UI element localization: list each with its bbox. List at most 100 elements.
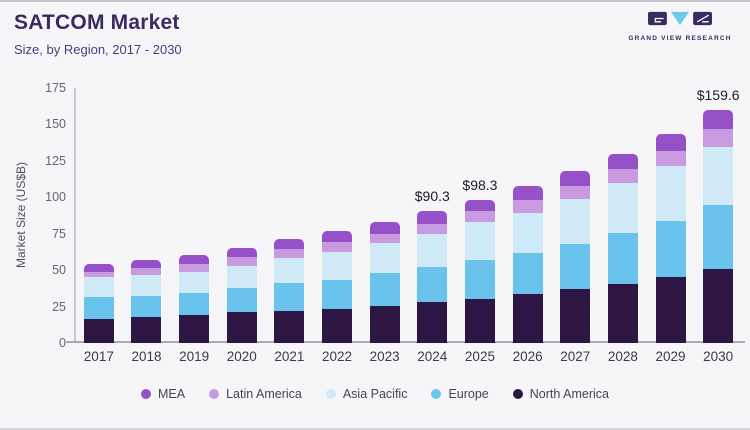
bar-2024-segment-asia-pacific — [417, 234, 448, 268]
bar-2024-segment-north-america — [417, 302, 448, 343]
bar-2030-segment-europe — [703, 205, 734, 270]
legend-item-mea: MEA — [141, 387, 185, 401]
legend-item-europe: Europe — [431, 387, 489, 401]
bar-2023-segment-mea — [369, 222, 400, 234]
bar-2029-segment-mea — [655, 133, 686, 151]
bottom-border — [0, 428, 750, 430]
bar-group-2017 — [75, 88, 123, 343]
bar-2020-segment-latin-america — [226, 257, 257, 266]
bar-2027-segment-north-america — [560, 289, 591, 343]
bar-2023 — [369, 222, 400, 343]
bar-2028-segment-mea — [607, 153, 638, 169]
bar-2022-segment-europe — [322, 279, 353, 309]
bar-2026 — [512, 186, 543, 343]
legend-dot-north-america — [512, 389, 523, 399]
bar-2018-segment-asia-pacific — [131, 275, 162, 296]
bar-2019-segment-north-america — [179, 314, 210, 343]
bar-2017-segment-latin-america — [83, 271, 114, 278]
x-tick-2018: 2018 — [131, 349, 162, 364]
bar-2029-segment-latin-america — [655, 150, 686, 166]
bar-2026-segment-latin-america — [512, 200, 543, 214]
bar-2026-segment-asia-pacific — [512, 213, 543, 254]
legend-dot-latin-america — [209, 389, 220, 399]
bar-2026-segment-north-america — [512, 294, 543, 343]
bar-group-2026 — [504, 88, 552, 343]
x-tick-2029: 2029 — [655, 349, 686, 364]
y-tick-100: 100 — [45, 190, 66, 205]
bar-2023-segment-north-america — [369, 305, 400, 343]
bar-2030 — [703, 110, 734, 343]
bar-2024-segment-latin-america — [417, 223, 448, 235]
bar-2028-segment-north-america — [607, 284, 638, 343]
y-axis-ticks: 0 25 50 75 100 125 150 175 — [0, 81, 66, 350]
bar-2018-segment-mea — [131, 259, 162, 268]
bar-2029-segment-europe — [655, 220, 686, 278]
bar-2025-segment-asia-pacific — [464, 221, 495, 260]
bar-group-2020 — [218, 88, 266, 343]
bar-2021-segment-north-america — [274, 310, 305, 343]
bar-2020-segment-north-america — [226, 312, 257, 343]
value-label-2030: $159.6 — [696, 87, 740, 104]
y-tick-175: 175 — [45, 81, 66, 95]
y-tick-125: 125 — [45, 153, 66, 168]
bar-2029-segment-north-america — [655, 277, 686, 343]
bar-2019-segment-mea — [179, 254, 210, 264]
x-tick-2030: 2030 — [703, 349, 734, 364]
bar-2022-segment-latin-america — [322, 242, 353, 252]
bar-2027-segment-asia-pacific — [560, 198, 591, 244]
bar-2020 — [226, 247, 257, 343]
bar-2030-segment-mea — [703, 110, 734, 130]
bar-2023-segment-europe — [369, 273, 400, 306]
bar-2020-segment-europe — [226, 287, 257, 313]
y-tick-50: 50 — [52, 263, 66, 278]
bar-2017-segment-asia-pacific — [83, 277, 114, 298]
legend-item-latin-america: Latin America — [209, 387, 302, 401]
y-axis-line — [74, 88, 76, 343]
x-tick-2026: 2026 — [512, 349, 543, 364]
x-tick-2023: 2023 — [369, 349, 400, 364]
bar-2018-segment-north-america — [131, 316, 162, 343]
bar-2027-segment-mea — [560, 171, 591, 186]
x-tick-2019: 2019 — [179, 349, 210, 364]
bar-2030-segment-north-america — [703, 269, 734, 343]
bar-2024-segment-europe — [417, 267, 448, 303]
bar-2028-segment-europe — [607, 233, 638, 284]
bar-group-2029 — [647, 88, 695, 343]
bar-2025 — [464, 199, 495, 343]
legend-label-europe: Europe — [448, 387, 489, 401]
bar-2024-segment-mea — [417, 211, 448, 224]
bar-2021 — [274, 238, 305, 343]
bar-2026-segment-mea — [512, 186, 543, 201]
gvr-logo-icon — [648, 11, 712, 26]
y-tick-75: 75 — [52, 226, 66, 241]
bar-group-2027 — [551, 88, 599, 343]
bar-group-2028 — [599, 88, 647, 343]
bar-2018-segment-latin-america — [131, 267, 162, 276]
gvr-logo: GRAND VIEW RESEARCH — [624, 10, 736, 42]
value-label-2025: $98.3 — [462, 176, 498, 193]
bar-2019 — [179, 254, 210, 343]
bar-2029-segment-asia-pacific — [655, 165, 686, 221]
bar-2022-segment-mea — [322, 230, 353, 243]
bar-2017 — [83, 264, 114, 343]
legend-label-latin-america: Latin America — [226, 387, 302, 401]
bar-group-2019 — [170, 88, 218, 343]
value-label-2024: $90.3 — [414, 188, 450, 205]
legend-label-mea: MEA — [158, 387, 186, 401]
bar-2019-segment-europe — [179, 292, 210, 315]
bar-group-2030: $159.6 — [694, 87, 742, 343]
plot-area: $90.3 $98.3 $159.6 — [75, 87, 742, 343]
legend-dot-asia-pacific — [325, 389, 336, 399]
bar-group-2018 — [123, 88, 171, 343]
legend-label-asia-pacific: Asia Pacific — [342, 387, 408, 401]
bar-2028-segment-asia-pacific — [607, 183, 638, 233]
bar-2030-segment-asia-pacific — [703, 147, 734, 206]
bar-2021-segment-asia-pacific — [274, 257, 305, 283]
bar-2021-segment-mea — [274, 238, 305, 250]
bar-2018-segment-europe — [131, 295, 162, 317]
bar-2019-segment-asia-pacific — [179, 271, 210, 293]
bar-2025-segment-europe — [464, 259, 495, 300]
bar-group-2022 — [313, 88, 361, 343]
x-tick-2020: 2020 — [226, 349, 257, 364]
x-axis-ticks: 2017 2018 2019 2020 2021 2022 2023 2024 2025 2026… — [75, 349, 742, 364]
